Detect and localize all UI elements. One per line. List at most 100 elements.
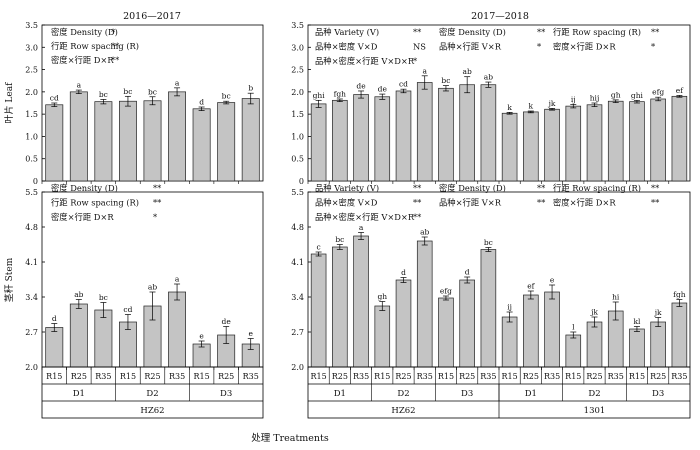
top-right-bar (374, 96, 391, 182)
bottom-right-xtick-label: R25 (332, 372, 348, 381)
top-right-anova-term: 行距 Row spacing (R) (553, 27, 641, 37)
bottom-right-bar (374, 305, 391, 368)
top-left-ytick-label: 0 (33, 177, 38, 186)
bottom-right-bar (650, 321, 666, 368)
top-right-bar (501, 112, 518, 182)
top-left-bar-letter: bc (222, 92, 231, 101)
top-right-ytick-label: 2.5 (291, 66, 304, 75)
bottom-right-bar (480, 249, 497, 368)
bottom-right-bar-letter: e (550, 276, 555, 285)
top-left-bar-letter: a (77, 81, 82, 90)
top-left-bar (45, 104, 64, 182)
top-right-ytick-label: 0 (299, 177, 304, 186)
bottom-right-xtick-label: R15 (311, 372, 327, 381)
bottom-right-bar (310, 253, 327, 368)
top-right-bar (586, 104, 603, 182)
bottom-right-bar-letter: gh (377, 292, 387, 301)
top-left-anova-term: 行距 Row spacing (R) (51, 41, 139, 51)
top-right-bar (544, 108, 560, 182)
bottom-right-xtick-label: R35 (417, 372, 433, 381)
bottom-right-xtick-label: R15 (629, 372, 645, 381)
top-right-ytick-label: 0.5 (291, 155, 304, 164)
bottom-right-anova-sig: ** (537, 183, 546, 193)
top-right-bar-letter: ghi (313, 91, 326, 100)
bottom-left-anova-sig: ** (153, 198, 162, 208)
bottom-left-bar (69, 303, 88, 368)
bottom-left-xtick-label: R35 (169, 372, 185, 381)
top-right-bar-letter: ghi (631, 91, 644, 100)
bottom-right-bar-letter: ab (420, 228, 429, 237)
bottom-right-bar-letter: hi (612, 293, 620, 302)
top-left-ytick-label: 3.5 (25, 21, 38, 30)
bottom-left-xtick-label: R15 (120, 372, 136, 381)
bottom-left-xtick-label: R25 (218, 372, 234, 381)
bottom-right-bar-letter: l (572, 323, 575, 332)
top-right-ytick-label: 3.0 (291, 43, 304, 52)
figure-xlabel: 处理 Treatments (251, 432, 329, 444)
bottom-left-xtick-label: R15 (194, 372, 210, 381)
bottom-right-ytick-label: 4.1 (291, 258, 304, 267)
bottom-left-group-label: D1 (73, 389, 85, 399)
bottom-right-group-label: D1 (334, 389, 346, 399)
top-right-ytick-label: 3.5 (291, 21, 304, 30)
top-left-bar-letter: d (199, 98, 204, 107)
bottom-left-bar-letter: e (199, 332, 204, 341)
top-right-bar-letter: de (356, 81, 366, 90)
bottom-left-anova-sig: * (153, 212, 158, 222)
bottom-right-bar (565, 334, 582, 368)
bottom-right-xtick-label: R35 (544, 372, 560, 381)
bottom-right-xtick-label: R25 (650, 372, 666, 381)
bottom-right-anova-sig: ** (413, 183, 422, 193)
top-left-anova-term: 密度 Density (D) (51, 27, 118, 37)
top-left-bar-letter: bc (123, 87, 132, 96)
bottom-left-bar-letter: ab (148, 283, 157, 292)
bottom-left-bar-letter: de (222, 317, 232, 326)
top-left-ytick-label: 2.5 (25, 66, 38, 75)
bottom-right-xtick-label: R25 (459, 372, 475, 381)
bottom-left-bar (168, 291, 186, 368)
top-right-ytick-label: 1.0 (291, 132, 304, 141)
top-left-bar-letter: bc (148, 87, 157, 96)
top-right-anova-sig: ** (651, 27, 660, 37)
bottom-right-anova-term: 品种×密度 V×D (315, 198, 378, 208)
top-right-anova-term: 品种×密度×行距 V×D×R (315, 56, 415, 66)
top-left-anova-sig: ** (111, 55, 120, 65)
top-right-bar (416, 82, 433, 182)
bottom-right-bar (353, 235, 369, 368)
bottom-right-anova-term: 品种×行距 V×R (439, 198, 502, 208)
top-right-anova-sig: ** (413, 27, 422, 37)
left-year-title: 2016—2017 (123, 11, 181, 22)
bottom-left-ytick-label: 3.4 (25, 293, 38, 302)
bottom-left-ylabel: 茎秆 Stem (3, 257, 15, 302)
bottom-right-group-label: D1 (525, 389, 537, 399)
bottom-left-bar (45, 327, 64, 368)
bottom-right-bar-letter: bc (335, 235, 344, 244)
bottom-right-bar (416, 240, 433, 368)
bottom-right-bar-letter: bc (484, 238, 493, 247)
bottom-right-bar (459, 279, 475, 368)
bottom-right-bar (544, 291, 560, 368)
bottom-right-bar (586, 321, 603, 368)
top-right-bar-letter: k (507, 103, 512, 112)
bottom-right-xtick-label: R15 (502, 372, 518, 381)
top-right-bar-letter: de (378, 85, 388, 94)
top-right-bar-letter: ab (463, 67, 472, 76)
top-right-bar (459, 84, 475, 182)
top-left-anova-term: 密度×行距 D×R (51, 55, 114, 65)
bottom-right-anova-term: 密度 Density (D) (439, 183, 506, 193)
top-left-bar (217, 102, 236, 182)
top-right-anova-term: 品种 Variety (V) (315, 27, 379, 37)
bottom-left-variety-label: HZ62 (140, 406, 164, 416)
top-right-bar (629, 101, 645, 182)
top-left-bar-letter: a (175, 78, 180, 87)
bottom-right-bar-letter: a (359, 223, 364, 232)
top-right-anova-term: 品种×密度 V×D (315, 42, 378, 52)
top-right-anova-sig: NS (413, 42, 426, 52)
top-right-bar (607, 100, 624, 182)
bottom-right-bar (629, 328, 645, 368)
bottom-left-ytick-label: 4.8 (25, 223, 38, 232)
top-right-bar-letter: ab (484, 73, 493, 82)
top-right-anova-term: 密度 Density (D) (439, 27, 506, 37)
